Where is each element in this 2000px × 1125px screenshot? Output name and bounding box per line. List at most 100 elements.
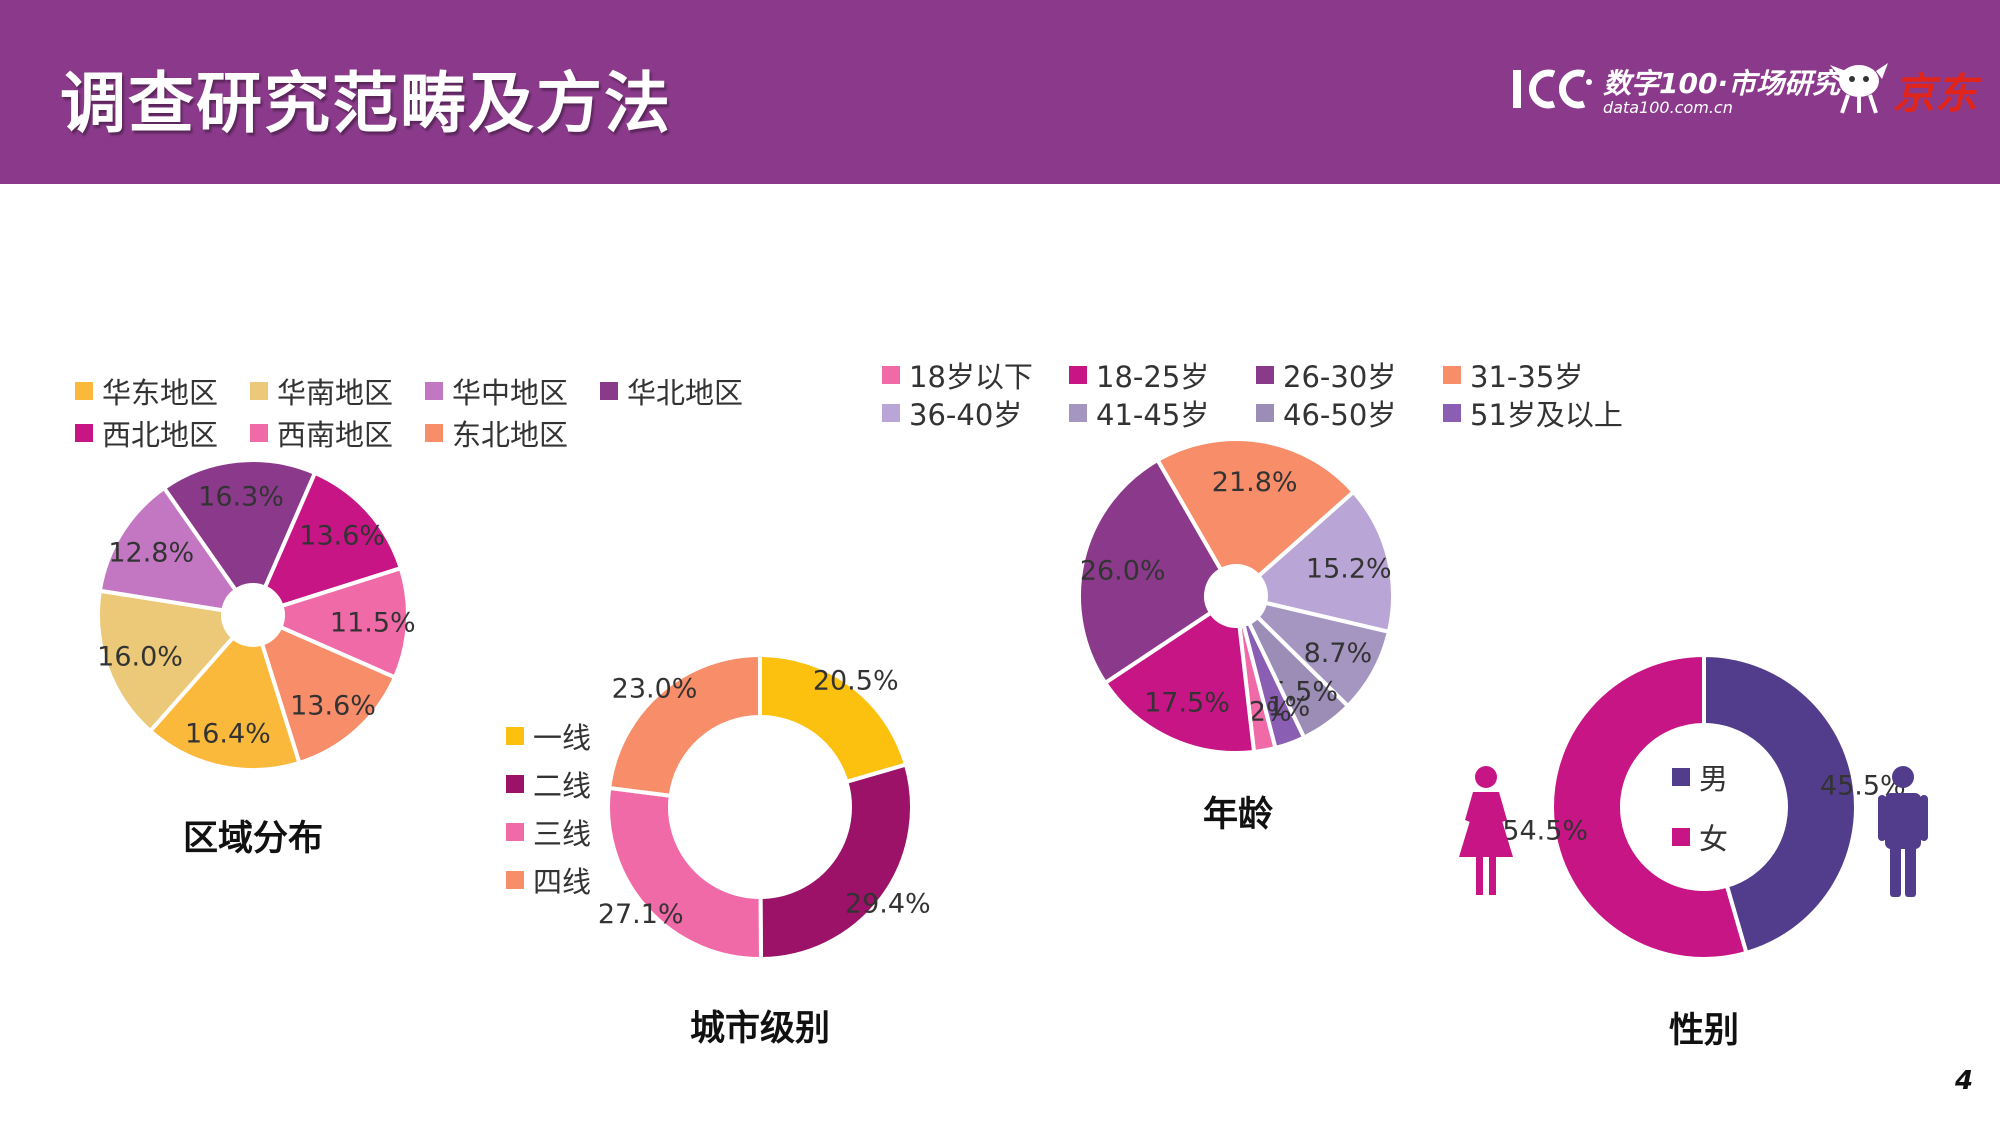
age-slice-1 [1255, 489, 1395, 635]
header-bar [0, 0, 2000, 184]
jd-logo-text: 京东 [1893, 69, 1978, 118]
age-legend-item: 46-50岁 [1256, 392, 1396, 434]
city-legend-item: 三线 [506, 811, 591, 853]
region-slice-6 [97, 485, 239, 613]
caption-city: 城市级别 [689, 1009, 831, 1049]
city-label-2: 27.1% [598, 899, 684, 930]
male-figure-icon [1878, 766, 1928, 897]
legend-swatch [1443, 404, 1461, 422]
chart-gender: 45.5%54.5% [1502, 652, 1906, 961]
page-number: 4 [1955, 1066, 1974, 1096]
legend-label: 三线 [533, 817, 592, 851]
legend-label: 18-25岁 [1096, 360, 1210, 394]
age-slice-6 [1102, 609, 1257, 755]
legend-swatch [425, 424, 443, 442]
gender-legend-item: 女 [1672, 816, 1728, 858]
age-legend-item: 31-35岁 [1443, 354, 1583, 396]
gender-slice-0 [1702, 652, 1858, 956]
legend-label: 一线 [533, 721, 592, 755]
legend-swatch [75, 382, 93, 400]
region-legend-item: 西北地区 [75, 412, 218, 454]
chart-age: 21.8%15.2%8.7%5.5%3.1%2.2%17.5%26.0% [1077, 437, 1395, 755]
region-label-4: 16.4% [185, 718, 271, 749]
city-legend-item: 二线 [506, 763, 591, 805]
age-label-6: 17.5% [1144, 688, 1230, 719]
city-slice-0 [758, 652, 909, 785]
legend-swatch [1256, 366, 1274, 384]
age-legend-item: 36-40岁 [882, 392, 1022, 434]
legend-label: 华东地区 [102, 376, 219, 410]
age-slice-2 [1254, 600, 1392, 709]
logo-url-text: data100.com.cn [1603, 98, 1733, 117]
region-slice-2 [277, 565, 410, 681]
region-label-0: 16.3% [198, 482, 284, 513]
gender-slice-1 [1550, 652, 1749, 961]
region-legend-item: 华东地区 [75, 370, 218, 412]
legend-label: 西北地区 [102, 418, 219, 452]
legend-swatch [882, 366, 900, 384]
legend-swatch [1069, 366, 1087, 384]
legend-swatch [506, 727, 524, 745]
city-label-0: 20.5% [813, 665, 899, 696]
legend-swatch [1672, 768, 1690, 786]
female-figure-icon [1459, 766, 1513, 895]
legend-label: 31-35岁 [1470, 360, 1584, 394]
region-slice-4 [147, 634, 302, 772]
age-legend-item: 41-45岁 [1069, 392, 1209, 434]
chart-region: 16.3% 13.6% 11.5% 13.6% 16.4% 16.0% 12.8% [96, 458, 416, 772]
legend-swatch [506, 871, 524, 889]
legend-label: 华南地区 [277, 376, 394, 410]
city-legend-item: 四线 [506, 859, 591, 901]
caption-region: 区域分布 [182, 819, 324, 859]
legend-label: 东北地区 [452, 418, 569, 452]
region-label-6: 12.8% [108, 537, 194, 568]
page-title: 调查研究范畴及方法 [60, 65, 672, 142]
region-legend-item: 华北地区 [600, 370, 743, 412]
legend-swatch [1443, 366, 1461, 384]
caption-age: 年龄 [1202, 795, 1274, 835]
legend-swatch [425, 382, 443, 400]
age-label-1: 15.2% [1306, 554, 1392, 585]
age-legend-item: 18-25岁 [1069, 354, 1209, 396]
legend-swatch [600, 382, 618, 400]
legend-swatch [250, 382, 268, 400]
legend-swatch [1069, 404, 1087, 422]
city-label-1: 29.4% [845, 888, 931, 919]
region-label-1: 13.6% [299, 521, 385, 552]
legend-label: 华北地区 [627, 376, 744, 410]
legend-label: 51岁及以上 [1470, 398, 1623, 432]
legend-swatch [1256, 404, 1274, 422]
gender-label-1: 54.5% [1502, 816, 1588, 847]
gender-legend-item: 男 [1672, 756, 1728, 798]
legend-label: 四线 [533, 865, 592, 899]
legend-label: 男 [1699, 762, 1729, 796]
legend-label: 18岁以下 [909, 360, 1033, 394]
city-label-3: 23.0% [612, 673, 698, 704]
age-label-7: 26.0% [1080, 555, 1166, 586]
legend-label: 二线 [533, 769, 592, 803]
legend-swatch [75, 424, 93, 442]
city-slice-1 [758, 762, 914, 962]
age-label-0: 21.8% [1212, 467, 1298, 498]
region-legend-item: 西南地区 [250, 412, 393, 454]
age-slice-7 [1077, 457, 1224, 686]
legend-swatch [506, 823, 524, 841]
legend-label: 26-30岁 [1283, 360, 1397, 394]
region-slice-1 [262, 470, 404, 609]
jd-dog-icon [1830, 63, 1888, 114]
legend-label: 女 [1699, 822, 1729, 856]
legend-swatch [506, 775, 524, 793]
legend-swatch [250, 424, 268, 442]
region-legend-item: 华南地区 [250, 370, 393, 412]
legend-label: 西南地区 [277, 418, 394, 452]
region-legend-item: 东北地区 [425, 412, 568, 454]
region-label-5: 16.0% [97, 642, 183, 673]
region-legend-item: 华中地区 [425, 370, 568, 412]
age-legend-item: 26-30岁 [1256, 354, 1396, 396]
legend-label: 41-45岁 [1096, 398, 1210, 432]
city-slice-3 [606, 652, 762, 798]
age-label-2: 8.7% [1304, 638, 1373, 669]
data100-logo-icon [1513, 69, 1592, 109]
city-legend-item: 一线 [506, 715, 591, 757]
